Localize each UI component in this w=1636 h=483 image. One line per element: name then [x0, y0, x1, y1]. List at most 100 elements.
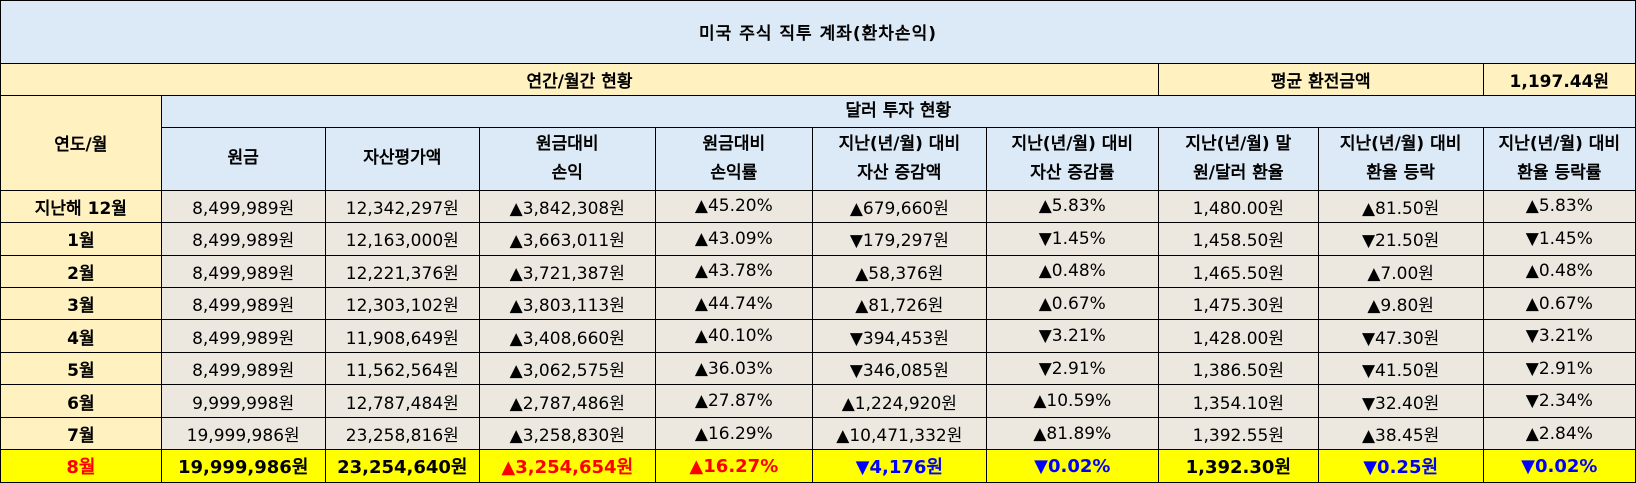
column-header-line: 자산 증감률	[1030, 162, 1115, 183]
table-cell: ▲3,803,113원	[478, 286, 656, 321]
table-cell: ▲36.03%	[654, 351, 814, 386]
table-cell: 8,499,989원	[160, 222, 326, 256]
table-cell: ▼1.45%	[985, 222, 1160, 256]
table-cell: ▲0.67%	[1482, 286, 1636, 321]
column-header-line: 지난(년/월) 대비	[1498, 133, 1621, 154]
table-row: 8월 19,999,986원 23,254,640원 ▲3,254,654원 ▲16.2…	[0, 449, 1636, 483]
column-header-line: 지난(년/월) 말	[1185, 133, 1292, 154]
table-cell: 1,392.30원	[1158, 449, 1319, 483]
table-cell: ▼4,176원	[812, 449, 987, 483]
table-cell: ▲58,376원	[812, 254, 987, 289]
table-cell: ▲3,408,660원	[478, 319, 656, 353]
table-cell: ▼3.21%	[985, 319, 1160, 353]
table-cell: ▼179,297원	[812, 222, 987, 256]
column-header: 원금	[160, 126, 326, 191]
column-header-line: 원금	[227, 148, 259, 169]
summary-label: 연간/월간 현황	[0, 62, 1159, 97]
row-label: 1월	[0, 222, 162, 256]
table-cell: ▲81.50원	[1317, 189, 1484, 224]
column-header-line: 자산평가액	[363, 148, 442, 169]
table-cell: 1,458.50원	[1158, 222, 1319, 256]
column-header: 원금대비 손익	[478, 126, 656, 191]
table-cell: ▼2.91%	[985, 351, 1160, 386]
group-header: 달러 투자 현황	[160, 95, 1636, 128]
table-row: 3월 8,499,989원 12,303,102원 ▲3,803,113원 ▲44.74…	[0, 286, 1636, 321]
table-cell: 11,562,564원	[324, 351, 480, 386]
table-cell: 12,303,102원	[324, 286, 480, 321]
table-cell: ▲45.20%	[654, 189, 814, 224]
column-header-line: 지난(년/월) 대비	[1011, 133, 1134, 154]
table-cell: ▼3.21%	[1482, 319, 1636, 353]
sheet-title: 미국 주식 직투 계좌(환차손익)	[0, 0, 1636, 64]
row-label: 3월	[0, 286, 162, 321]
table-cell: ▲38.45원	[1317, 416, 1484, 451]
table-cell: 1,475.30원	[1158, 286, 1319, 321]
table-cell: ▲16.29%	[654, 416, 814, 451]
table-cell: ▲10,471,332원	[812, 416, 987, 451]
table-cell: 19,999,986원	[160, 449, 326, 483]
column-header-line: 지난(년/월) 대비	[838, 133, 961, 154]
avg-rate-value: 1,197.44원	[1482, 62, 1636, 97]
table-cell: ▲16.27%	[654, 449, 814, 483]
table-cell: ▼47.30원	[1317, 319, 1484, 353]
table-cell: ▼21.50원	[1317, 222, 1484, 256]
table-cell: ▲2.84%	[1482, 416, 1636, 451]
table-row: 1월 8,499,989원 12,163,000원 ▲3,663,011원 ▲43.09…	[0, 222, 1636, 256]
column-header: 지난(년/월) 대비 환율 등락	[1317, 126, 1484, 191]
table-cell: ▲10.59%	[985, 384, 1160, 418]
table-row: 6월 9,999,998원 12,787,484원 ▲2,787,486원 ▲27.87…	[0, 384, 1636, 418]
table-cell: ▲43.09%	[654, 222, 814, 256]
table-cell: ▲679,660원	[812, 189, 987, 224]
table-row: 지난해 12월 8,499,989원 12,342,297원 ▲3,842,308원 ▲…	[0, 189, 1636, 224]
table-cell: 9,999,998원	[160, 384, 326, 418]
table-cell: ▼346,085원	[812, 351, 987, 386]
table-cell: ▲40.10%	[654, 319, 814, 353]
table-cell: ▼2.34%	[1482, 384, 1636, 418]
row-label-header: 연도/월	[0, 95, 162, 191]
table-cell: 8,499,989원	[160, 254, 326, 289]
table-cell: 12,342,297원	[324, 189, 480, 224]
table-cell: ▲0.48%	[985, 254, 1160, 289]
table-cell: ▲81,726원	[812, 286, 987, 321]
row-label: 5월	[0, 351, 162, 386]
table-cell: ▲5.83%	[1482, 189, 1636, 224]
table-cell: ▼0.25원	[1317, 449, 1484, 483]
table-cell: 1,465.50원	[1158, 254, 1319, 289]
table-cell: 11,908,649원	[324, 319, 480, 353]
table-cell: 8,499,989원	[160, 319, 326, 353]
table-cell: ▲43.78%	[654, 254, 814, 289]
row-label: 4월	[0, 319, 162, 353]
table-cell: ▲27.87%	[654, 384, 814, 418]
column-header-line: 지난(년/월) 대비	[1339, 133, 1462, 154]
table-cell: 19,999,986원	[160, 416, 326, 451]
column-header-line: 원/달러 환율	[1193, 162, 1284, 183]
row-label: 2월	[0, 254, 162, 289]
table-cell: 1,386.50원	[1158, 351, 1319, 386]
table-cell: 8,499,989원	[160, 351, 326, 386]
table-row: 2월 8,499,989원 12,221,376원 ▲3,721,387원 ▲43.78…	[0, 254, 1636, 289]
table-cell: 23,254,640원	[324, 449, 480, 483]
table-cell: 12,787,484원	[324, 384, 480, 418]
column-header-line: 원금대비	[702, 133, 766, 154]
table-cell: ▼32.40원	[1317, 384, 1484, 418]
table-cell: ▲0.48%	[1482, 254, 1636, 289]
row-label: 7월	[0, 416, 162, 451]
column-header-line: 손익률	[710, 162, 758, 183]
table-cell: 1,480.00원	[1158, 189, 1319, 224]
row-label: 8월	[0, 449, 162, 483]
column-header-line: 손익	[551, 162, 583, 183]
table-cell: ▲7.00원	[1317, 254, 1484, 289]
table-cell: ▲3,062,575원	[478, 351, 656, 386]
table-cell: 12,163,000원	[324, 222, 480, 256]
column-header: 지난(년/월) 대비 환율 등락률	[1482, 126, 1636, 191]
table-cell: ▲3,254,654원	[478, 449, 656, 483]
table-cell: ▲0.67%	[985, 286, 1160, 321]
table-cell: ▲44.74%	[654, 286, 814, 321]
table-cell: ▲81.89%	[985, 416, 1160, 451]
table-cell: ▼2.91%	[1482, 351, 1636, 386]
table-cell: ▲3,721,387원	[478, 254, 656, 289]
table-cell: 8,499,989원	[160, 286, 326, 321]
